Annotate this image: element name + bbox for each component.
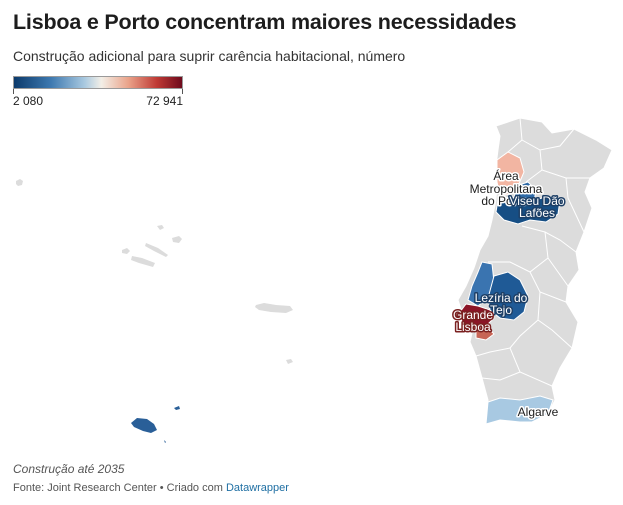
legend-min-label: 2 080 [13, 94, 44, 108]
island-porto-santo [174, 406, 180, 410]
region-peninsula-setubal-shape [475, 327, 495, 341]
island-terceira [172, 236, 182, 243]
datawrapper-link[interactable]: Datawrapper [225, 482, 289, 494]
region-labels: Área Metropolitana do Porto Viseu Dão La… [451, 167, 566, 421]
region-grande-lisboa[interactable] [459, 303, 495, 329]
island-desertas [164, 440, 166, 443]
label-leziria-do-tejo-line2: Tejo [490, 303, 512, 317]
label-viseu-dao-lafoes-line2: Lafões [519, 206, 555, 220]
chart-subtitle: Construção adicional para suprir carênci… [13, 48, 406, 64]
region-peninsula-setubal[interactable] [475, 327, 495, 341]
region-leziria-do-tejo[interactable] [487, 271, 529, 321]
island-sao-jorge [145, 243, 168, 257]
label-viseu-dao-lafoes-line1: Viseu Dão [509, 194, 564, 208]
region-viseu-dao-lafoes[interactable] [495, 195, 561, 225]
region-borders [475, 117, 590, 387]
island-madeira [131, 418, 157, 433]
label-area-metropolitana-porto-line3: do Porto [481, 194, 527, 208]
region-grande-lisboa-shape [459, 303, 495, 329]
region-viseu-dao-lafoes-shape [495, 195, 561, 225]
acores-islands[interactable] [16, 179, 293, 364]
island-flores [16, 179, 23, 186]
source-text: Fonte: Joint Research Center • Criado co… [13, 482, 223, 494]
legend-ticks [13, 89, 183, 95]
color-legend: 2 080 72 941 [13, 76, 183, 108]
label-grande-lisboa-line1: Grande [453, 308, 493, 322]
island-graciosa [157, 225, 164, 230]
island-pico [131, 256, 155, 267]
madeira-islands[interactable] [131, 406, 180, 443]
label-algarve: Algarve [518, 405, 559, 419]
chart-title: Lisboa e Porto concentram maiores necess… [13, 10, 517, 34]
island-santa-maria [286, 359, 293, 364]
region-algarve[interactable] [485, 395, 554, 425]
region-algarve-shape [485, 395, 554, 425]
footer-notes: Construção até 2035 [13, 462, 125, 476]
legend-gradient-bar [13, 76, 183, 89]
label-grande-lisboa-line2: Lisboa [455, 320, 491, 334]
label-area-metropolitana-porto-line2: Metropolitana [470, 182, 543, 196]
island-faial [122, 248, 130, 254]
footer-source: Fonte: Joint Research Center • Criado co… [13, 482, 289, 494]
label-area-metropolitana-porto-line1: Área [493, 168, 519, 183]
legend-max-label: 72 941 [146, 94, 183, 108]
island-sao-miguel [255, 303, 293, 313]
label-leziria-do-tejo-line1: Lezíria do [475, 291, 528, 305]
region-leziria-do-tejo-shape [487, 271, 529, 321]
